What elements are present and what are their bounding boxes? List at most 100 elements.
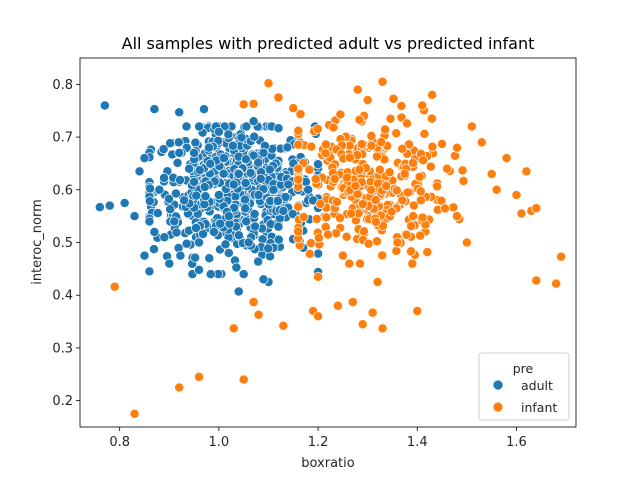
data-point-infant bbox=[263, 78, 274, 89]
data-point-infant bbox=[406, 221, 417, 232]
x-axis-label: boxratio bbox=[301, 456, 355, 471]
data-point-adult bbox=[253, 190, 264, 201]
data-point-infant bbox=[341, 172, 352, 183]
data-point-adult bbox=[255, 173, 266, 184]
data-point-infant bbox=[511, 190, 522, 201]
data-point-adult bbox=[287, 209, 298, 219]
data-point-infant bbox=[352, 84, 363, 95]
data-point-infant bbox=[425, 161, 436, 172]
legend-marker-infant bbox=[492, 401, 504, 413]
data-point-adult bbox=[191, 190, 202, 201]
data-point-infant bbox=[174, 382, 185, 393]
data-point-infant bbox=[320, 148, 331, 159]
data-point-adult bbox=[213, 126, 224, 137]
data-point-infant bbox=[374, 164, 385, 175]
data-point-adult bbox=[173, 137, 184, 148]
data-point-infant bbox=[388, 93, 399, 104]
data-point-infant bbox=[437, 139, 447, 149]
data-point-infant bbox=[337, 250, 348, 261]
data-point-infant bbox=[367, 307, 378, 318]
data-point-infant bbox=[461, 237, 472, 248]
data-point-adult bbox=[129, 211, 140, 222]
data-point-adult bbox=[218, 168, 229, 179]
data-point-infant bbox=[407, 158, 418, 168]
data-point-infant bbox=[313, 232, 324, 243]
data-point-infant bbox=[402, 118, 412, 129]
y-tick-label: 0.4 bbox=[52, 289, 73, 304]
data-point-infant bbox=[385, 113, 396, 124]
series-infant bbox=[109, 76, 567, 419]
data-point-infant bbox=[293, 163, 304, 174]
data-point-adult bbox=[249, 209, 260, 219]
data-point-infant bbox=[295, 109, 306, 120]
data-point-infant bbox=[406, 246, 416, 257]
data-point-adult bbox=[213, 190, 224, 201]
data-point-infant bbox=[391, 185, 402, 196]
data-point-infant bbox=[448, 202, 459, 213]
legend-marker-adult bbox=[492, 379, 504, 391]
data-point-adult bbox=[171, 227, 182, 238]
y-axis-label: interoc_norm bbox=[30, 199, 45, 285]
data-point-infant bbox=[408, 200, 419, 211]
data-point-adult bbox=[175, 175, 186, 185]
data-point-adult bbox=[238, 269, 249, 280]
data-point-infant bbox=[397, 143, 408, 154]
data-point-adult bbox=[243, 237, 254, 248]
data-point-infant bbox=[516, 208, 527, 219]
data-point-infant bbox=[356, 139, 367, 150]
data-point-infant bbox=[311, 214, 322, 224]
data-point-infant bbox=[313, 311, 324, 322]
data-point-adult bbox=[191, 222, 201, 233]
data-point-adult bbox=[181, 238, 192, 249]
data-point-infant bbox=[426, 113, 437, 124]
data-point-infant bbox=[341, 231, 352, 242]
data-point-infant bbox=[412, 306, 423, 316]
data-point-infant bbox=[129, 408, 140, 419]
data-point-infant bbox=[293, 125, 304, 136]
data-point-infant bbox=[345, 152, 355, 163]
data-point-adult bbox=[99, 100, 110, 111]
data-point-adult bbox=[240, 203, 251, 214]
data-point-infant bbox=[362, 95, 373, 106]
data-point-infant bbox=[363, 238, 374, 249]
data-point-infant bbox=[381, 181, 392, 192]
data-point-infant bbox=[376, 137, 387, 148]
data-point-adult bbox=[249, 131, 260, 142]
data-point-adult bbox=[264, 164, 275, 175]
y-tick-label: 0.3 bbox=[52, 341, 73, 356]
data-point-infant bbox=[306, 141, 317, 152]
data-point-adult bbox=[119, 198, 130, 208]
data-point-infant bbox=[334, 213, 345, 223]
data-point-adult bbox=[104, 200, 115, 211]
y-tick-label: 0.2 bbox=[52, 394, 73, 409]
data-point-infant bbox=[278, 320, 289, 331]
data-point-adult bbox=[194, 264, 204, 275]
data-point-infant bbox=[458, 176, 469, 186]
data-point-adult bbox=[165, 138, 176, 149]
x-tick-label: 1.4 bbox=[407, 435, 428, 450]
data-point-infant bbox=[293, 226, 304, 237]
data-point-adult bbox=[240, 194, 250, 205]
data-point-adult bbox=[208, 227, 219, 237]
data-point-adult bbox=[189, 147, 200, 158]
data-point-infant bbox=[335, 109, 346, 120]
data-point-infant bbox=[238, 99, 249, 110]
data-point-infant bbox=[417, 212, 428, 223]
data-point-infant bbox=[288, 103, 299, 114]
data-point-infant bbox=[347, 297, 358, 308]
data-point-adult bbox=[134, 166, 145, 177]
data-point-infant bbox=[293, 174, 304, 185]
legend-label-adult: adult bbox=[521, 378, 553, 393]
x-tick-label: 1.0 bbox=[209, 435, 230, 450]
data-point-infant bbox=[427, 89, 438, 100]
y-tick-label: 0.8 bbox=[52, 78, 73, 93]
data-point-adult bbox=[174, 147, 185, 158]
data-point-adult bbox=[220, 239, 231, 250]
data-point-adult bbox=[170, 188, 181, 199]
data-point-adult bbox=[149, 104, 160, 115]
data-point-infant bbox=[384, 167, 395, 178]
data-point-adult bbox=[283, 179, 294, 190]
data-point-adult bbox=[273, 234, 284, 245]
legend-title: pre bbox=[513, 361, 534, 376]
data-point-infant bbox=[415, 230, 426, 241]
